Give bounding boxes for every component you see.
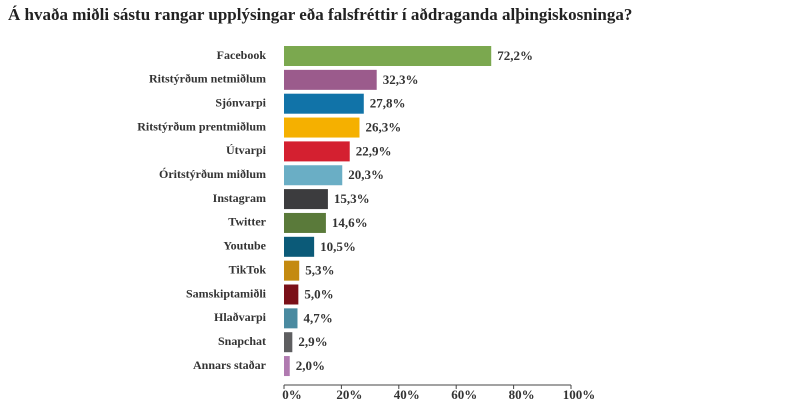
x-tick-label: 20% — [336, 387, 362, 402]
y-tick-label: Youtube — [223, 239, 266, 253]
bar — [284, 69, 377, 90]
y-tick-label: Annars staðar — [193, 358, 267, 372]
x-tick-label: 40% — [394, 387, 420, 402]
value-label: 2,0% — [296, 358, 325, 373]
y-tick-label: Ritstýrðum netmiðlum — [149, 72, 266, 86]
value-label: 72,2% — [497, 48, 533, 63]
y-tick-label: Óritstýrðum miðlum — [159, 167, 266, 181]
x-tick-label: 0% — [282, 387, 302, 402]
bar — [284, 212, 326, 233]
bar — [284, 284, 299, 305]
value-label: 10,5% — [320, 239, 356, 254]
bar — [284, 236, 315, 257]
bar — [284, 308, 298, 329]
value-label: 5,0% — [304, 286, 333, 301]
y-tick-label: Samskiptamiðli — [186, 286, 267, 300]
value-label: 27,8% — [370, 96, 406, 111]
y-tick-label: Snapchat — [218, 334, 266, 348]
y-tick-label: Hlaðvarpi — [214, 310, 267, 324]
x-tick-label: 100% — [563, 387, 596, 402]
bar — [284, 141, 350, 162]
value-label: 26,3% — [365, 120, 401, 135]
value-label: 2,9% — [298, 334, 327, 349]
y-tick-label: Twitter — [228, 215, 266, 229]
value-label: 15,3% — [334, 191, 370, 206]
bar — [284, 117, 360, 138]
y-tick-label: Instagram — [213, 191, 266, 205]
y-tick-label: Sjónvarpi — [215, 95, 266, 109]
chart-title: Á hvaða miðli sástu rangar upplýsingar e… — [8, 5, 632, 24]
bar — [284, 189, 328, 210]
y-tick-label: Útvarpi — [226, 143, 267, 157]
bar — [284, 260, 300, 281]
value-label: 14,6% — [332, 215, 368, 230]
value-label: 5,3% — [305, 263, 334, 278]
x-tick-label: 80% — [509, 387, 535, 402]
bar — [284, 356, 290, 377]
bar — [284, 46, 492, 66]
value-label: 20,3% — [348, 167, 384, 182]
value-label: 22,9% — [356, 143, 392, 158]
bar — [284, 332, 293, 353]
y-tick-label: Facebook — [217, 48, 267, 62]
x-tick-label: 60% — [451, 387, 477, 402]
y-tick-label: TikTok — [229, 262, 267, 276]
bar — [284, 165, 343, 186]
bar — [284, 93, 364, 114]
value-label: 4,7% — [303, 310, 332, 325]
value-label: 32,3% — [383, 72, 419, 87]
y-tick-label: Ritstýrðum prentmiðlum — [137, 119, 266, 133]
